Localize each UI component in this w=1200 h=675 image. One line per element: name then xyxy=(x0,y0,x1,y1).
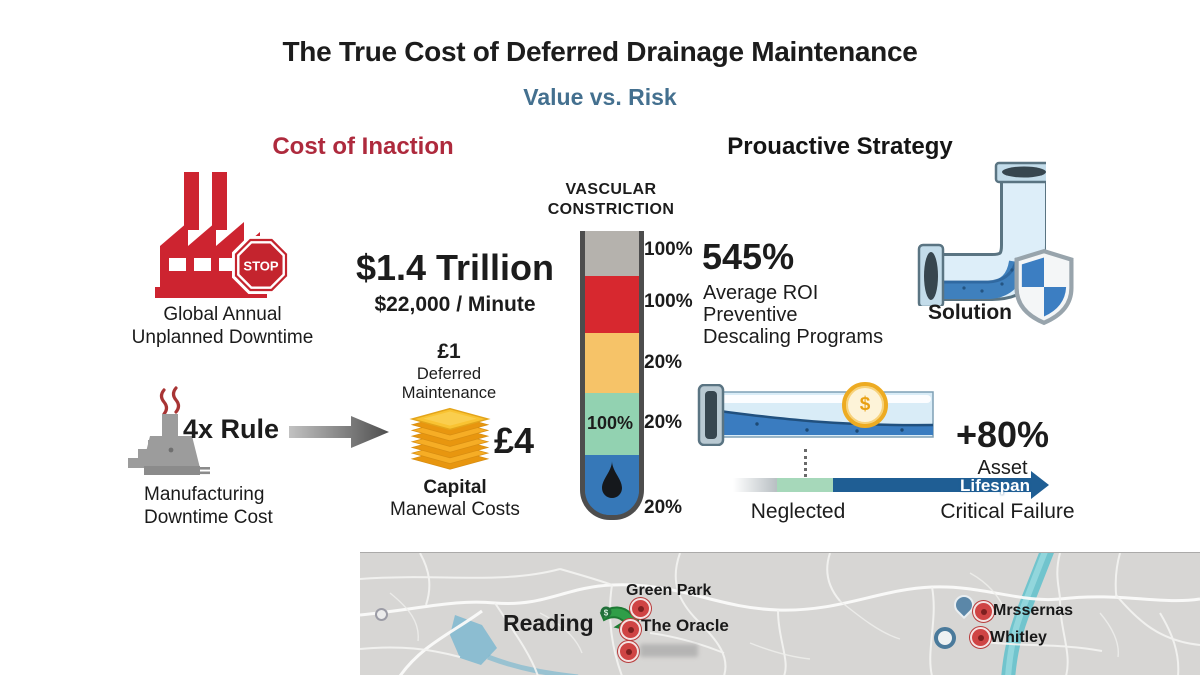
reading-map: Reading $ Green Park The Oracle Mrsserna… xyxy=(360,552,1200,675)
gauge-segment-blue xyxy=(585,455,639,515)
gauge-segment-amber xyxy=(585,333,639,393)
roi-label-1: Average ROI xyxy=(703,282,819,304)
arrow-right-icon xyxy=(289,413,391,451)
stop-sign-label: STOP xyxy=(243,258,279,273)
map-pin-the-oracle xyxy=(620,619,641,640)
section-header-cost-of-inaction: Cost of Inaction xyxy=(272,133,454,160)
asset-label: Asset xyxy=(977,457,1028,479)
timeline-arrowhead xyxy=(1031,471,1049,499)
timeline-failure-segment xyxy=(833,478,1031,492)
gauge-inner-label: 100% xyxy=(586,413,634,433)
global-downtime-label: Global Annual Unplanned Downtime xyxy=(131,304,314,348)
gauge-segment-gray xyxy=(585,231,639,276)
gauge-title: VASCULAR CONSTRICTION xyxy=(547,181,675,218)
lifespan-arrow-label: Lifespan xyxy=(960,476,1030,495)
roi-label-3: Descaling Programs xyxy=(703,326,884,348)
dollar-symbol: $ xyxy=(859,394,871,415)
coin-stack-icon xyxy=(404,402,496,474)
road-badge-icon xyxy=(375,608,388,621)
map-label-green-park: Green Park xyxy=(626,582,712,599)
renewal-costs-label: Manewal Costs xyxy=(390,499,520,520)
page-title: The True Cost of Deferred Drainage Maint… xyxy=(282,36,918,67)
gauge-label-4: 20% xyxy=(644,497,683,518)
map-city-label: Reading xyxy=(503,610,594,636)
neglected-label: Neglected xyxy=(750,500,846,523)
shield-icon xyxy=(1010,248,1078,326)
stop-sign-icon: STOP xyxy=(232,236,290,294)
capital-label: Capital xyxy=(423,477,487,498)
gauge-label-1: 100% xyxy=(644,291,693,312)
map-pin-unlabeled xyxy=(618,641,639,662)
blurred-map-label xyxy=(640,644,698,657)
section-header-proactive-strategy: Prouactive Strategy xyxy=(727,133,953,160)
gauge-segment-teal xyxy=(585,393,639,455)
svg-text:$: $ xyxy=(604,609,609,618)
timeline-neglected-segment xyxy=(777,478,833,492)
critical-failure-label: Critical Failure xyxy=(940,500,1075,523)
roi-value: 545% xyxy=(702,236,795,277)
asset-lifespan-value: +80% xyxy=(955,414,1050,455)
map-label-whitley: Whitley xyxy=(990,629,1047,646)
timeline-fade-segment xyxy=(733,478,777,492)
map-pin-blue-circle xyxy=(934,627,956,649)
map-pin-green-park xyxy=(630,598,651,619)
map-roads xyxy=(360,553,1200,675)
solution-label: Solution xyxy=(928,301,1012,324)
manufacturing-factory-icon xyxy=(120,386,228,480)
gauge-label-3: 20% xyxy=(644,412,683,433)
gauge-segment-red xyxy=(585,276,639,333)
roi-label-2: Preventive xyxy=(703,304,798,326)
dotted-connector-line xyxy=(804,449,807,483)
horizontal-pipe-icon xyxy=(697,383,935,447)
gauge-label-2: 20% xyxy=(644,352,683,373)
trillion-value: $1.4 Trillion xyxy=(355,247,555,288)
manufacturing-downtime-label: Manufacturing Downtime Cost xyxy=(144,484,273,528)
per-minute-value: $22,000 / Minute xyxy=(374,293,536,316)
oil-drop-icon xyxy=(602,461,622,498)
deferred-maintenance-label: Deferred Maintenance xyxy=(401,365,497,402)
map-label-mrssernas: Mrssernas xyxy=(993,602,1074,619)
dollar-coin-icon: $ xyxy=(842,382,888,428)
constriction-tube-gauge xyxy=(580,231,644,520)
map-label-the-oracle: The Oracle xyxy=(641,616,729,635)
page-subtitle: Value vs. Risk xyxy=(523,84,677,110)
gauge-label-0: 100% xyxy=(644,239,693,260)
pound-one-value: £1 xyxy=(437,340,461,363)
pound-four-value: £4 xyxy=(494,420,535,461)
four-x-rule-value: 4x Rule xyxy=(183,414,280,444)
map-pin-whitley xyxy=(970,627,991,648)
map-pin-mrssernas xyxy=(973,601,994,622)
